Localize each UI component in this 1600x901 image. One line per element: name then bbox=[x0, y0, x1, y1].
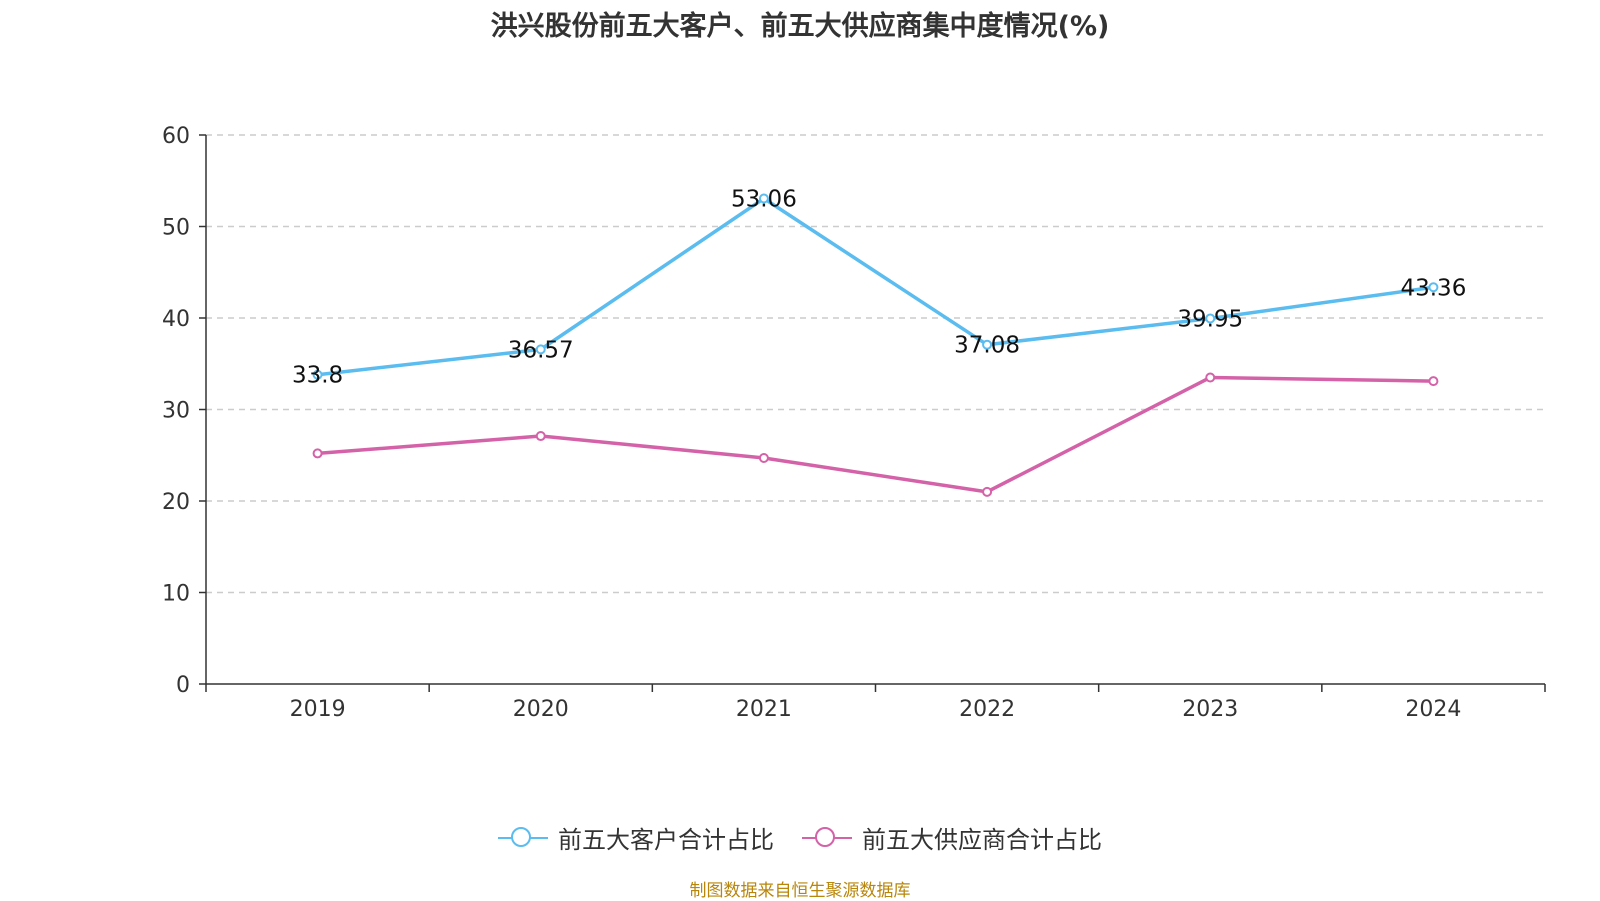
x-tick-label: 2020 bbox=[513, 697, 569, 722]
series-line-0 bbox=[318, 199, 1434, 375]
series-line-1 bbox=[318, 377, 1434, 491]
data-label: 43.36 bbox=[1400, 275, 1466, 301]
line-chart: 0 10 20 30 40 50 60 2019 2020 2021 2022 2023 2024 33… bbox=[0, 0, 1600, 900]
data-label: 33.8 bbox=[292, 363, 343, 389]
series-lines bbox=[314, 195, 1438, 496]
data-label: 37.08 bbox=[954, 333, 1020, 359]
x-tick-label: 2021 bbox=[736, 697, 792, 722]
legend-label-customers: 前五大客户合计占比 bbox=[558, 820, 774, 855]
legend-swatch-customers bbox=[498, 826, 548, 850]
y-tick-label: 30 bbox=[162, 399, 190, 424]
axes: 0 10 20 30 40 50 60 2019 2020 2021 2022 2023 2024 bbox=[162, 124, 1545, 722]
y-tick-label: 50 bbox=[162, 216, 190, 241]
y-tick-label: 10 bbox=[162, 582, 190, 607]
legend-item-suppliers[interactable]: 前五大供应商合计占比 bbox=[802, 820, 1102, 855]
data-point bbox=[1206, 373, 1214, 381]
source-note: 制图数据来自恒生聚源数据库 bbox=[0, 876, 1600, 901]
data-point bbox=[537, 432, 545, 440]
data-point bbox=[983, 488, 991, 496]
data-label: 39.95 bbox=[1177, 306, 1243, 332]
x-tick-label: 2024 bbox=[1405, 697, 1461, 722]
y-tick-label: 0 bbox=[176, 673, 190, 698]
y-tick-label: 40 bbox=[162, 307, 190, 332]
x-tick-label: 2022 bbox=[959, 697, 1015, 722]
x-tick-label: 2019 bbox=[290, 697, 346, 722]
legend-swatch-suppliers bbox=[802, 826, 852, 850]
legend-label-suppliers: 前五大供应商合计占比 bbox=[862, 820, 1102, 855]
y-tick-label: 60 bbox=[162, 124, 190, 149]
x-tick-label: 2023 bbox=[1182, 697, 1238, 722]
y-tick-label: 20 bbox=[162, 490, 190, 515]
data-point bbox=[760, 454, 768, 462]
data-point bbox=[1429, 377, 1437, 385]
data-point bbox=[314, 449, 322, 457]
data-label: 36.57 bbox=[508, 337, 574, 363]
data-label: 53.06 bbox=[731, 187, 797, 213]
legend: 前五大客户合计占比 前五大供应商合计占比 bbox=[0, 820, 1600, 855]
legend-item-customers[interactable]: 前五大客户合计占比 bbox=[498, 820, 774, 855]
